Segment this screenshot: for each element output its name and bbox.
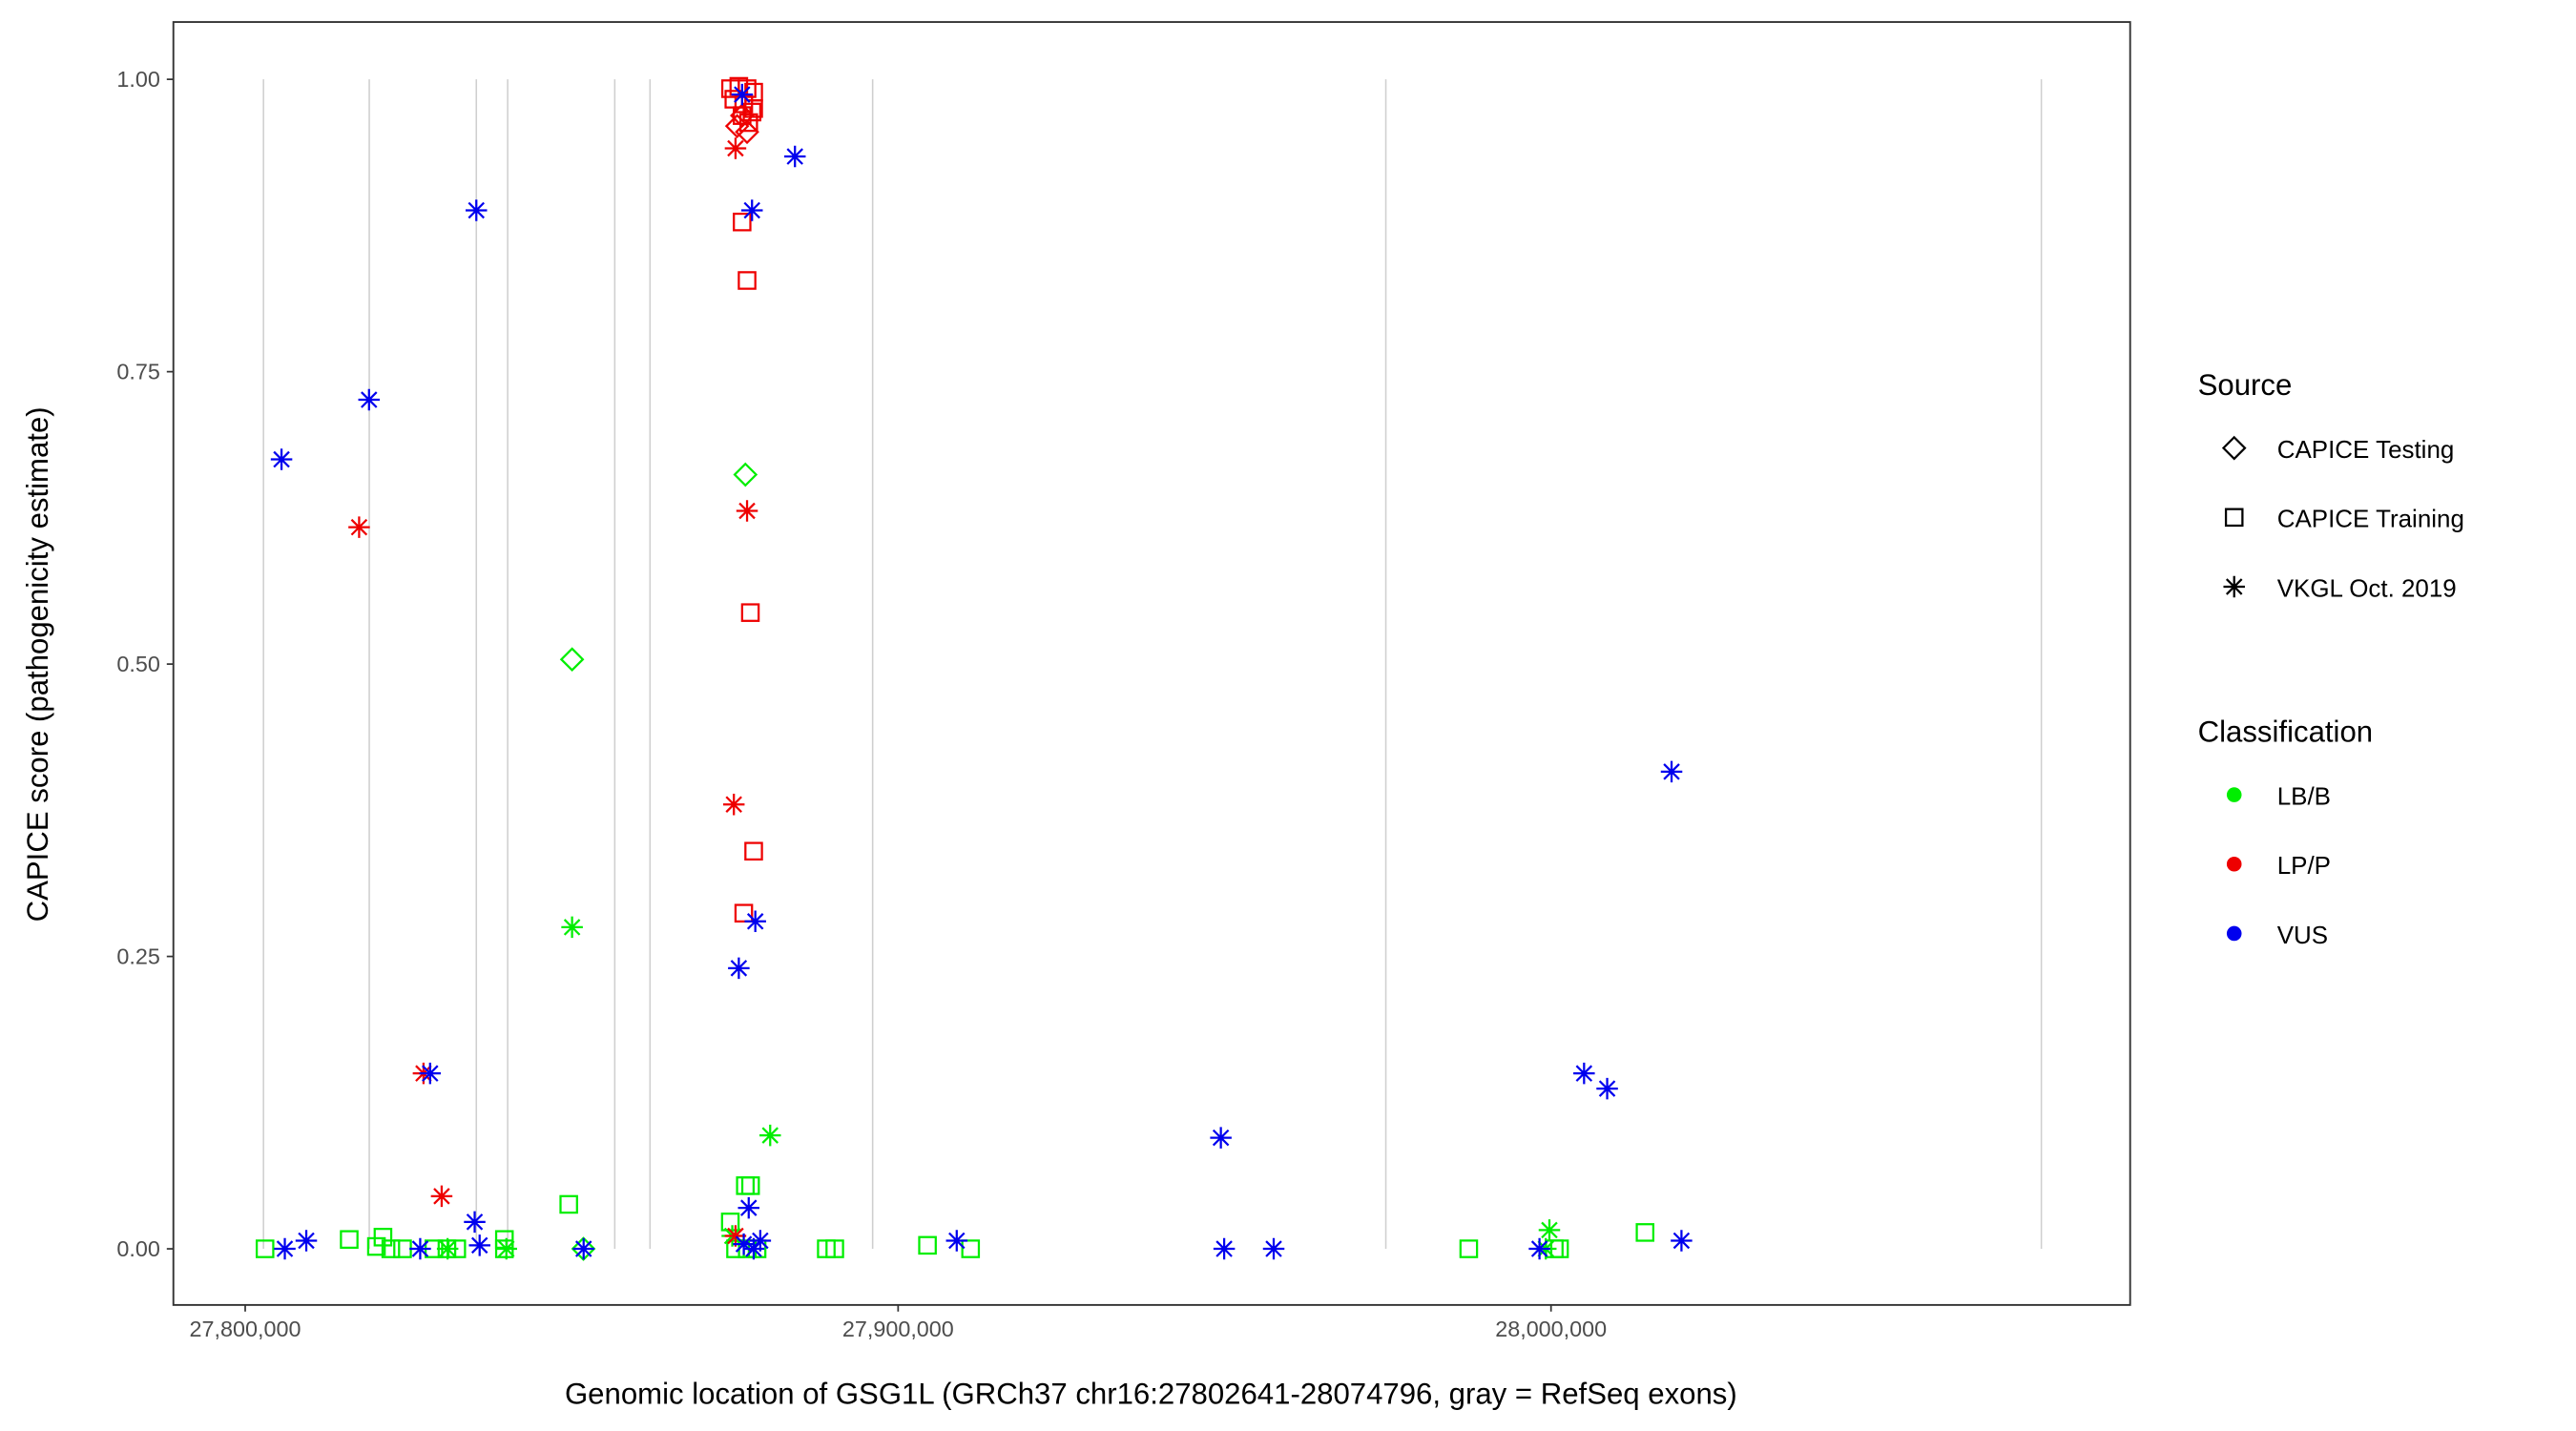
data-point: [740, 1176, 760, 1195]
data-point: [1671, 1230, 1693, 1252]
y-axis: 0.00 0.25 0.50 0.75 1.00: [116, 67, 174, 1261]
data-point: [1573, 1062, 1595, 1085]
data-point: [783, 145, 806, 168]
data-point: [724, 1225, 747, 1247]
data-point: [495, 1237, 517, 1260]
data-point: [1660, 760, 1683, 783]
legend-class-label: VUS: [2277, 921, 2328, 949]
data-point: [945, 1230, 968, 1252]
data-point: [358, 388, 381, 411]
data-point: [736, 500, 758, 522]
data-point: [436, 1237, 459, 1260]
data-point: [737, 1196, 760, 1219]
data-point: [466, 199, 488, 221]
data-point: [740, 603, 760, 622]
data-point: [825, 1239, 844, 1258]
data-point: [409, 1237, 431, 1260]
data-point: [734, 903, 754, 923]
data-point: [1210, 1127, 1232, 1149]
data-point: [744, 841, 763, 861]
data-point: [735, 119, 759, 145]
legend-dot-icon: [2226, 925, 2242, 942]
data-point: [559, 647, 585, 673]
data-point: [918, 1235, 937, 1255]
data-point: [1213, 1237, 1236, 1260]
data-point: [430, 1185, 453, 1208]
x-tick-label: 27,900,000: [842, 1317, 954, 1341]
data-point: [270, 448, 293, 470]
data-point: [1538, 1219, 1561, 1241]
data-point: [744, 910, 766, 933]
data-point: [464, 1211, 486, 1234]
data-point: [340, 1230, 359, 1250]
x-axis: 27,800,000 27,900,000 28,000,000: [190, 1304, 1607, 1341]
data-point: [1262, 1237, 1285, 1260]
data-point: [571, 1236, 596, 1261]
legend-dot-icon: [2226, 856, 2242, 872]
data-point: [255, 1239, 275, 1258]
data-point: [733, 1233, 755, 1255]
legend-square-icon: [2224, 508, 2244, 528]
data-point: [742, 102, 762, 122]
legend-diamond-icon: [2221, 435, 2247, 461]
legend-source-title: Source: [2198, 368, 2293, 402]
y-tick-label: 1.00: [116, 67, 159, 92]
data-point: [1528, 1237, 1550, 1260]
data-point: [1596, 1077, 1618, 1100]
exon-lines: [262, 79, 2043, 1250]
data-point: [559, 1194, 578, 1214]
y-tick-label: 0.25: [116, 944, 159, 968]
x-tick-label: 28,000,000: [1495, 1317, 1607, 1341]
y-tick-label: 0.50: [116, 652, 159, 676]
data-point: [348, 516, 370, 538]
data-points: [255, 76, 1693, 1261]
data-point: [722, 793, 745, 816]
data-point: [737, 271, 757, 290]
data-point: [740, 199, 763, 221]
data-point: [733, 106, 752, 125]
data-point: [738, 113, 758, 133]
legend-source-label: CAPICE Testing: [2277, 435, 2455, 464]
data-point: [728, 957, 750, 980]
y-tick-label: 0.75: [116, 359, 159, 384]
legend-class-label: LB/B: [2277, 781, 2331, 810]
data-point: [419, 1062, 442, 1085]
data-point: [737, 79, 757, 98]
legend-classification-title: Classification: [2198, 716, 2373, 749]
data-point: [572, 1237, 594, 1260]
data-point: [468, 1234, 490, 1256]
data-point: [749, 1230, 772, 1252]
x-tick-label: 27,800,000: [190, 1317, 301, 1341]
data-point: [758, 1124, 781, 1147]
legend-class-label: LP/P: [2277, 851, 2331, 880]
y-axis-label: CAPICE score (pathogenicity estimate): [21, 406, 54, 922]
legend-asterisk-icon: [2223, 575, 2245, 598]
data-point: [561, 916, 583, 939]
legend-dot-icon: [2226, 787, 2242, 802]
y-tick-label: 0.00: [116, 1236, 159, 1261]
data-point: [1459, 1239, 1479, 1258]
data-point: [366, 1236, 386, 1256]
data-point: [381, 1239, 401, 1258]
data-point: [733, 462, 758, 487]
data-point: [742, 1237, 765, 1260]
data-point: [961, 1239, 981, 1258]
data-point: [274, 1237, 296, 1260]
data-point: [733, 212, 752, 232]
data-point: [724, 137, 747, 159]
x-axis-label: Genomic location of GSG1L (GRCh37 chr16:…: [565, 1378, 1737, 1411]
legend: Source CAPICE Testing CAPICE Training VKGL…: [2198, 368, 2464, 949]
legend-source-label: VKGL Oct. 2019: [2277, 573, 2457, 602]
data-point: [731, 83, 754, 106]
data-point: [1635, 1223, 1655, 1242]
data-point: [295, 1230, 318, 1252]
legend-source-label: CAPICE Training: [2277, 505, 2464, 533]
plot-panel-background: [173, 22, 2130, 1305]
